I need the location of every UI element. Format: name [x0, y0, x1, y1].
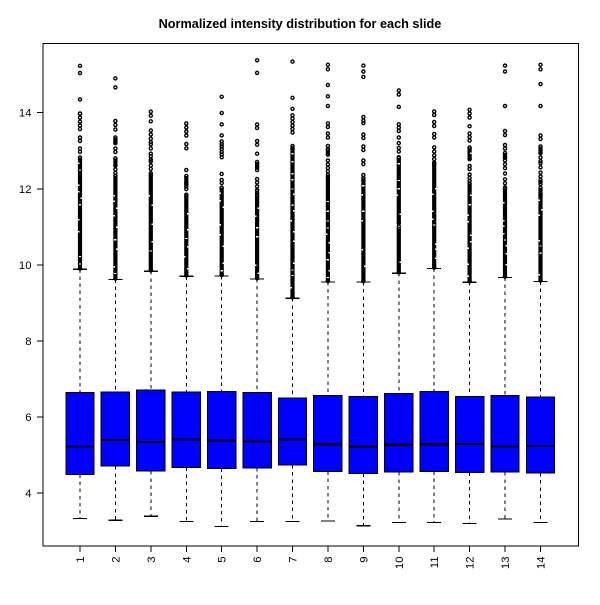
svg-text:13: 13 — [500, 557, 512, 570]
svg-text:3: 3 — [146, 557, 158, 563]
svg-text:14: 14 — [536, 557, 548, 570]
svg-text:4: 4 — [181, 557, 193, 563]
svg-text:11: 11 — [429, 557, 441, 569]
svg-text:14: 14 — [19, 108, 32, 120]
svg-text:12: 12 — [19, 184, 32, 196]
svg-text:12: 12 — [465, 557, 477, 570]
svg-text:7: 7 — [288, 557, 300, 563]
svg-text:1: 1 — [75, 557, 87, 563]
svg-text:9: 9 — [358, 557, 370, 563]
svg-text:8: 8 — [323, 557, 335, 563]
svg-text:10: 10 — [19, 260, 32, 272]
svg-text:4: 4 — [25, 488, 31, 500]
svg-text:8: 8 — [25, 336, 31, 348]
svg-text:Normalized intensity distribut: Normalized intensity distribution for ea… — [159, 17, 442, 31]
svg-text:2: 2 — [110, 557, 122, 563]
svg-text:5: 5 — [217, 557, 229, 563]
svg-text:6: 6 — [25, 412, 31, 424]
svg-text:10: 10 — [394, 557, 406, 570]
svg-text:6: 6 — [252, 557, 264, 563]
